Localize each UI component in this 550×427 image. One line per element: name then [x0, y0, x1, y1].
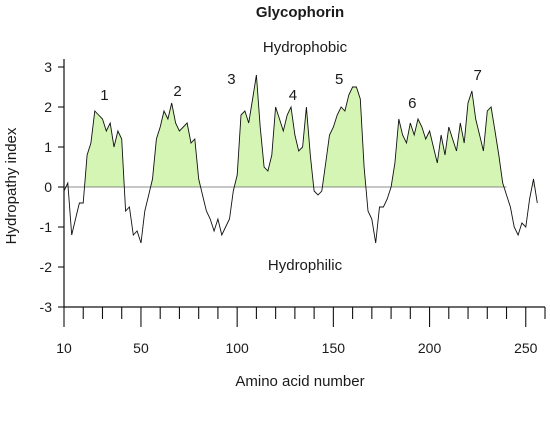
x-tick-label: 150 [322, 340, 346, 356]
x-tick-label: 250 [514, 340, 538, 356]
chart-title: Glycophorin [256, 4, 344, 21]
y-tick-label: -2 [40, 259, 53, 275]
region-label-hydrophobic: Hydrophobic [263, 39, 348, 56]
region-label-hydrophilic: Hydrophilic [268, 257, 343, 274]
y-tick-label: 3 [44, 59, 52, 75]
x-tick-label: 200 [418, 340, 442, 356]
y-tick-label: -3 [40, 299, 53, 315]
peak-label: 5 [335, 71, 343, 88]
y-tick-label: 0 [44, 179, 52, 195]
peak-label: 2 [173, 83, 181, 100]
peak-label: 3 [227, 71, 235, 88]
hydrophobic-region-fill [322, 87, 366, 187]
x-ticks: 10 50 100 150 200 250 [56, 307, 546, 356]
y-ticks: 3 2 1 0 -1 -2 -3 [40, 59, 64, 315]
x-tick-label: 100 [225, 340, 249, 356]
hydrophobic-fill-layer [65, 75, 535, 187]
peak-label: 4 [289, 87, 297, 104]
y-tick-label: 2 [44, 99, 52, 115]
x-tick-label: 10 [56, 340, 72, 356]
y-axis-label: Hydropathy index [3, 127, 20, 244]
x-tick-label: 50 [133, 340, 149, 356]
peak-label: 6 [408, 95, 416, 112]
y-tick-label: 1 [44, 139, 52, 155]
peak-label: 7 [473, 67, 481, 84]
x-axis-label: Amino acid number [235, 373, 364, 390]
peak-label: 1 [100, 87, 108, 104]
hydrophobic-region-fill [150, 103, 201, 187]
hydropathy-series-line [63, 74, 538, 244]
peak-labels: 1 2 3 4 5 6 7 [100, 67, 482, 112]
hydrophobic-region-fill [84, 111, 125, 187]
y-tick-label: -1 [40, 219, 53, 235]
